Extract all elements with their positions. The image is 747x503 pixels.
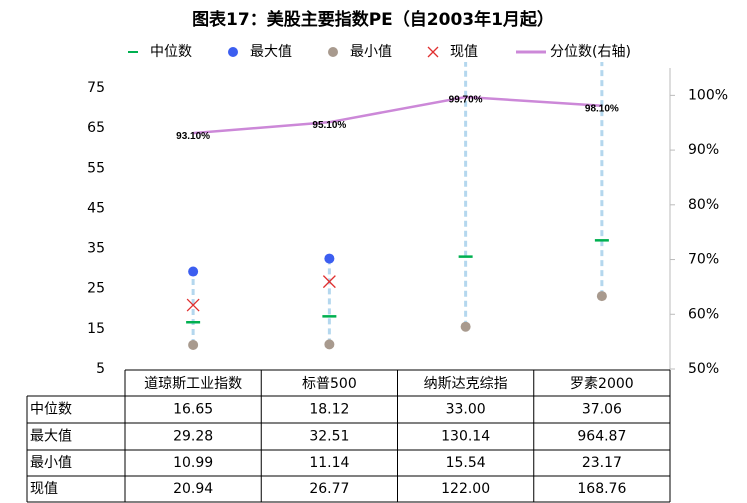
table-cell: 23.17	[582, 455, 622, 471]
table-cell: 130.14	[441, 429, 490, 445]
data-label: 98.10%	[585, 103, 619, 114]
table-row-header: 最大值	[30, 429, 72, 445]
table-cell: 33.00	[446, 402, 486, 418]
table-cell: 964.87	[577, 429, 626, 445]
x-tick-label: 道琼斯工业指数	[144, 376, 242, 392]
table-cell: 26.77	[309, 481, 349, 497]
dot-mark	[460, 321, 471, 332]
dot-mark	[324, 339, 335, 350]
y-tick-label: 55	[87, 160, 105, 176]
data-label: 99.70%	[449, 95, 483, 106]
y-tick-label: 25	[87, 281, 105, 297]
y-tick-label: 75	[87, 80, 105, 96]
y2-tick-label: 70%	[688, 252, 719, 268]
table-cell: 122.00	[441, 481, 490, 497]
legend-swatch	[328, 47, 338, 57]
legend-label: 中位数	[150, 44, 192, 60]
table-cell: 16.65	[173, 402, 213, 418]
table-row-header: 现值	[30, 481, 58, 497]
y-tick-label: 15	[87, 321, 105, 337]
legend-swatch	[427, 46, 439, 58]
y2-tick-label: 80%	[688, 197, 719, 213]
y2-tick-label: 90%	[688, 142, 719, 158]
table-cell: 15.54	[446, 455, 486, 471]
table-cell: 18.12	[309, 402, 349, 418]
current-mark	[186, 298, 200, 312]
table-cell: 32.51	[309, 429, 349, 445]
table-cell: 10.99	[173, 455, 213, 471]
current-mark	[322, 275, 336, 289]
y-tick-label: 35	[87, 241, 105, 257]
data-label: 95.10%	[312, 120, 346, 131]
y2-tick-label: 100%	[688, 87, 728, 103]
table-cell: 168.76	[577, 481, 626, 497]
table-row-header: 最小值	[30, 455, 72, 471]
data-label: 93.10%	[176, 131, 210, 142]
x-tick-label: 纳斯达克综指	[424, 376, 508, 392]
legend-label: 现值	[450, 44, 478, 60]
legend-label: 最小值	[350, 44, 392, 60]
dot-mark	[188, 266, 199, 277]
dot-mark	[596, 291, 607, 302]
dot-mark	[188, 339, 199, 350]
table-cell: 11.14	[309, 455, 349, 471]
y-tick-label: 65	[87, 120, 105, 136]
x-tick-label: 罗素2000	[570, 376, 634, 392]
chart-title: 图表17：美股主要指数PE（自2003年1月起）	[192, 9, 554, 30]
y2-tick-label: 60%	[688, 306, 719, 322]
dot-mark	[324, 253, 335, 264]
percentile-line	[193, 95, 602, 135]
table-cell: 37.06	[582, 402, 622, 418]
legend-label: 最大值	[250, 44, 292, 60]
legend-swatch	[228, 47, 238, 57]
table-cell: 20.94	[173, 481, 213, 497]
table-row-header: 中位数	[30, 402, 72, 418]
y-tick-label: 45	[87, 200, 105, 216]
y2-tick-label: 50%	[688, 361, 719, 377]
legend-label: 分位数(右轴)	[550, 44, 631, 60]
x-tick-label: 标普500	[302, 376, 357, 392]
plot-area	[186, 62, 609, 350]
table-cell: 29.28	[173, 429, 213, 445]
y-tick-label: 5	[96, 361, 105, 377]
